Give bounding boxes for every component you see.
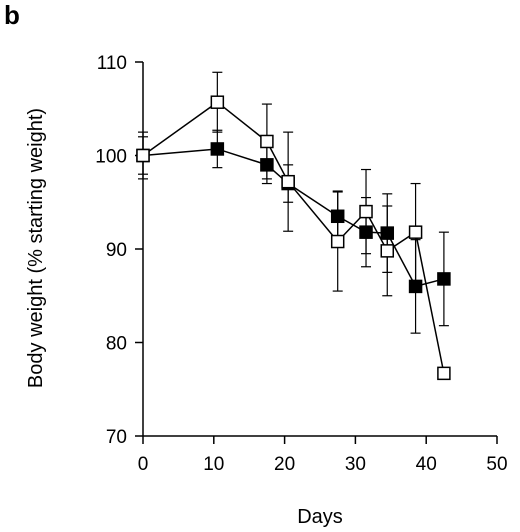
- chart-ticks: 70 80 90 100 110 0 10 20 30 40 50: [95, 53, 507, 475]
- data-point-filled-square: [437, 272, 451, 286]
- series-line: [142, 148, 445, 288]
- y-axis-label: Body weight (% starting weight): [25, 108, 47, 388]
- series-line: [142, 101, 445, 374]
- data-point-open-square: [260, 134, 274, 149]
- chart-series: [136, 71, 451, 381]
- x-tick-label: 50: [486, 454, 507, 475]
- series-filled-square: [136, 129, 451, 334]
- data-point-open-square: [437, 366, 451, 381]
- panel-label: b: [4, 0, 20, 30]
- data-point-filled-square: [408, 279, 423, 294]
- y-tick-label: 90: [106, 240, 127, 261]
- data-point-open-square: [380, 244, 395, 258]
- data-point-open-square: [136, 148, 150, 163]
- data-point-open-square: [210, 95, 225, 109]
- data-point-open-square: [330, 234, 345, 249]
- y-tick-label: 110: [97, 53, 127, 74]
- x-tick-label: 10: [203, 454, 224, 475]
- data-point-open-square: [408, 225, 423, 239]
- series-open-square: [136, 71, 451, 381]
- x-tick-label: 20: [274, 454, 295, 475]
- x-axis-label: Days: [297, 506, 343, 528]
- data-point-open-square: [359, 204, 373, 219]
- data-point-open-square: [281, 174, 295, 189]
- x-tick-label: 0: [138, 454, 149, 475]
- x-tick-label: 40: [416, 454, 437, 475]
- y-tick-label: 100: [95, 147, 127, 168]
- y-tick-label: 70: [106, 427, 127, 448]
- x-tick-label: 30: [345, 454, 366, 475]
- y-tick-label: 80: [106, 334, 127, 355]
- data-point-filled-square: [210, 142, 225, 156]
